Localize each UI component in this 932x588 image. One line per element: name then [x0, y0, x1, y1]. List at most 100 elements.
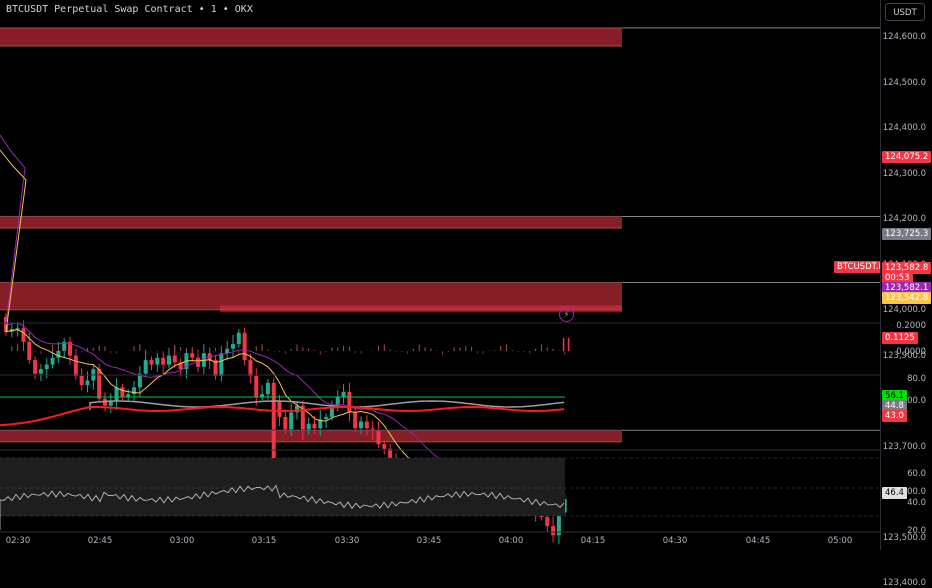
- candle-body: [318, 419, 323, 429]
- price-tick-label: 123,700.0: [882, 441, 926, 452]
- candle-body: [73, 355, 78, 376]
- candle-body: [120, 387, 125, 397]
- price-axis[interactable]: USDT 124,600.0 124,500.0 124,400.0 124,300.…: [880, 0, 932, 588]
- candle-body: [27, 341, 32, 361]
- time-tick-label: 03:15: [251, 536, 277, 546]
- time-tick-label: 03:30: [334, 536, 360, 546]
- candle-body: [126, 394, 131, 397]
- candle-body: [556, 512, 561, 536]
- candle-body: [545, 517, 550, 527]
- candle-body: [341, 391, 346, 397]
- lightning-icon[interactable]: ⚡: [559, 307, 574, 322]
- oscillator-tag: 0.1125: [882, 332, 918, 344]
- candle-body: [277, 401, 282, 417]
- time-tick-label: 04:00: [498, 536, 524, 546]
- resistance-zone: [0, 27, 622, 47]
- candle-body: [15, 328, 20, 330]
- price-tick-label: 123,900.0: [882, 350, 926, 361]
- candle-body: [85, 380, 90, 386]
- lower-tag: 46.4: [882, 487, 907, 499]
- candle-body: [254, 375, 259, 397]
- time-tick-label: 04:45: [745, 536, 771, 546]
- candle-body: [50, 357, 55, 365]
- candle-body: [236, 332, 241, 345]
- candle-body: [329, 405, 334, 417]
- oscillator-tick-label: 0.2000: [896, 321, 926, 331]
- lower-tick-label: 40.0: [907, 498, 926, 508]
- candle-body: [300, 405, 305, 431]
- price-tick-label: 124,600.0: [882, 32, 926, 42]
- candle-body: [376, 430, 381, 445]
- price-tick-label: 124,000.0: [882, 305, 926, 315]
- lower-tick-label: 60.0: [907, 469, 926, 479]
- candle-body: [359, 421, 364, 429]
- candle-body: [265, 382, 270, 395]
- candle-body: [166, 355, 171, 365]
- rsi-signal-line: [89, 400, 565, 410]
- candle-body: [172, 355, 177, 363]
- candle-body: [149, 360, 154, 365]
- candle-body: [68, 341, 73, 356]
- candle-body: [382, 444, 387, 449]
- resistance-zone: [0, 430, 622, 442]
- rsi-tag: 44.8: [882, 400, 907, 412]
- rsi-tick-label: 80.0: [907, 374, 926, 384]
- lower-oscillator-line: [0, 484, 565, 530]
- candle-body: [551, 526, 556, 536]
- time-tick-label: 02:45: [87, 536, 113, 546]
- chart-canvas[interactable]: [0, 0, 880, 550]
- rsi-tag: 43.0: [882, 410, 907, 422]
- candle-body: [178, 362, 183, 370]
- candle-body: [21, 328, 26, 342]
- price-tag: 124,075.2: [882, 151, 932, 163]
- price-tag: 00:53: [882, 272, 913, 284]
- candle-body: [190, 353, 195, 358]
- candle-body: [335, 396, 340, 406]
- oscillator-histogram: [11, 338, 570, 355]
- candle-body: [155, 357, 160, 365]
- candle-body: [388, 448, 393, 461]
- candle-body: [242, 332, 247, 361]
- rsi-pane: [0, 396, 565, 427]
- candle-body: [33, 360, 38, 374]
- candle-body: [97, 369, 102, 399]
- candle-body: [44, 364, 49, 370]
- candle-body: [271, 382, 276, 401]
- candle-body: [306, 423, 311, 431]
- candle-body: [324, 416, 329, 420]
- candle-body: [108, 401, 113, 406]
- time-tick-label: 03:00: [169, 536, 195, 546]
- candle-body: [219, 353, 224, 376]
- price-tick-label: 123,500.0: [882, 532, 926, 543]
- resistance-zones: [0, 27, 880, 443]
- currency-selector[interactable]: USDT: [885, 3, 925, 21]
- candle-body: [137, 373, 142, 388]
- rsi-line: [0, 406, 565, 427]
- candle-body: [62, 341, 67, 351]
- candle-body: [289, 412, 294, 431]
- lower-tick-label: 20.0: [907, 526, 926, 536]
- candle-body: [161, 357, 166, 365]
- candle-body: [38, 369, 43, 374]
- time-tick-label: 04:15: [580, 536, 606, 546]
- lower-oscillator-pane: [0, 457, 880, 530]
- resistance-zone: [0, 216, 622, 229]
- candle-body: [353, 412, 358, 429]
- candle-body: [312, 423, 317, 429]
- candle-body: [213, 360, 218, 376]
- candle-body: [230, 344, 235, 349]
- candle-body: [114, 387, 119, 401]
- price-tick-label: 124,500.0: [882, 77, 926, 88]
- candle-body: [56, 350, 61, 358]
- lower-band: [0, 458, 565, 516]
- chart-title: BTCUSDT Perpetual Swap Contract • 1 • OK…: [6, 4, 253, 15]
- candle-body: [283, 416, 288, 431]
- price-tag: 123,582.1: [882, 282, 932, 294]
- candle-body: [132, 387, 137, 395]
- candle-body: [248, 360, 253, 376]
- resistance-zone: [220, 305, 622, 313]
- candle-body: [79, 375, 84, 386]
- rsi-tag: 56.1: [882, 390, 907, 402]
- time-tick-label: 04:30: [662, 536, 688, 546]
- candle-body: [271, 401, 276, 474]
